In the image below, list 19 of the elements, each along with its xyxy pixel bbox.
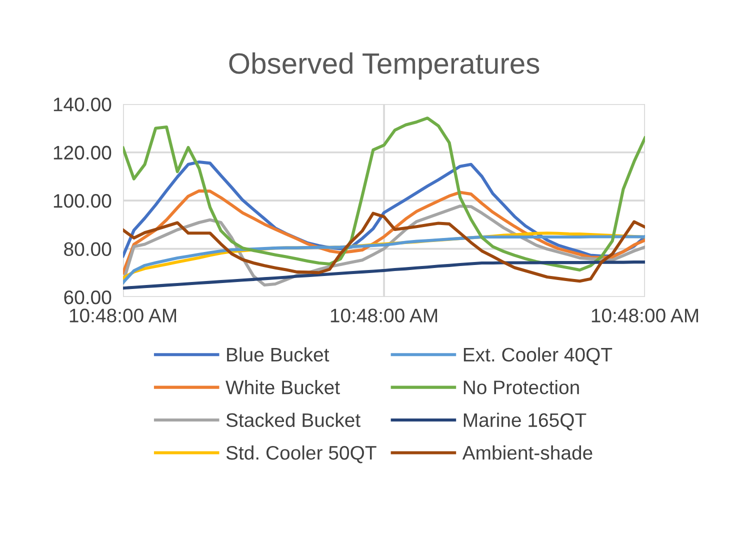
x-tick-label: 10:48:00 AM — [330, 308, 438, 322]
legend-label: Ext. Cooler 40QT — [464, 347, 612, 366]
y-tick-label: 80.00 — [64, 242, 112, 256]
x-tick-label: 10:48:00 AM — [70, 308, 176, 322]
y-tick-label: 120.00 — [54, 146, 112, 160]
line-series — [123, 116, 646, 272]
legend-label: Blue Bucket — [227, 347, 330, 362]
legend-label: Ambient-shade — [462, 445, 592, 460]
legend-label: Stacked Bucket — [226, 412, 360, 428]
chart-title: Observed Temperatures — [229, 52, 540, 80]
legend-label: White Bucket — [226, 380, 340, 394]
x-tick-label: 10:48:00 AM — [592, 308, 698, 322]
y-tick-label: 100.00 — [54, 194, 112, 208]
legend-label: No Protection — [464, 380, 579, 394]
legend-label: Std. Cooler 50QT — [226, 445, 376, 464]
line-series — [123, 260, 646, 290]
y-tick-label: 140.00 — [54, 98, 112, 112]
y-tick-label: 60.00 — [64, 290, 112, 304]
legend-label: Marine 165QT — [464, 412, 586, 430]
